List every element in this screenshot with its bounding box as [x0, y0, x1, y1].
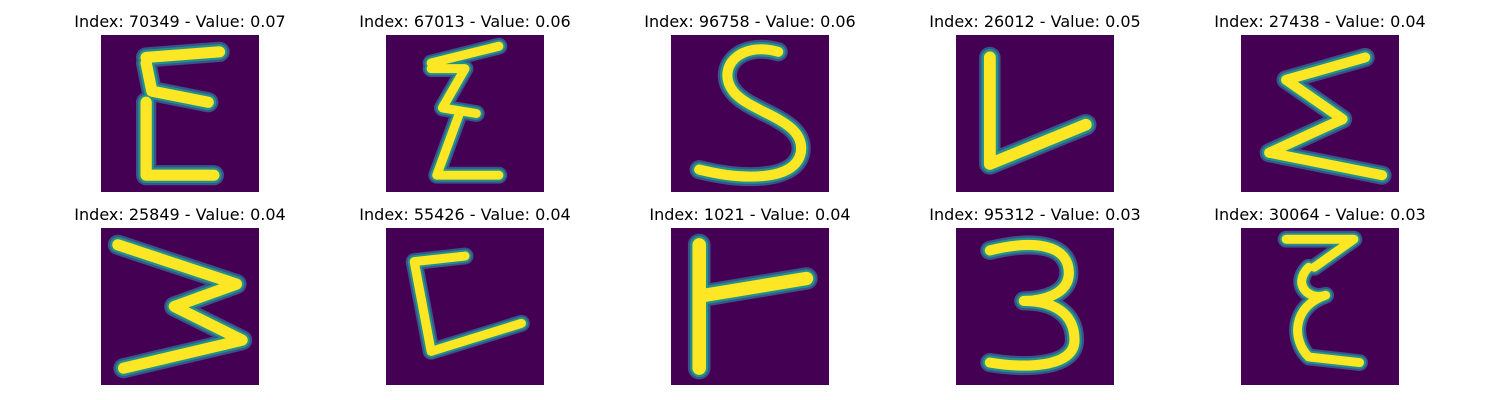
- glyph-image-e: [101, 35, 259, 192]
- glyph-image-l: [956, 35, 1114, 192]
- grid-cell-2: Index: 67013 - Value: 0.06: [315, 0, 615, 193]
- glyph-image-s: [671, 35, 829, 192]
- grid-cell-6: Index: 25849 - Value: 0.04: [30, 193, 330, 386]
- grid-cell-7: Index: 55426 - Value: 0.04: [315, 193, 615, 386]
- cell-title: Index: 27438 - Value: 0.04: [1214, 12, 1426, 31]
- cell-title: Index: 95312 - Value: 0.03: [929, 205, 1141, 224]
- glyph-image-m: [101, 228, 259, 385]
- cell-title: Index: 67013 - Value: 0.06: [359, 12, 571, 31]
- glyph-image-t: [671, 228, 829, 385]
- grid-cell-9: Index: 95312 - Value: 0.03: [885, 193, 1185, 386]
- glyph-image-epsilon: [1241, 228, 1399, 385]
- cell-title: Index: 26012 - Value: 0.05: [929, 12, 1141, 31]
- cell-title: Index: 96758 - Value: 0.06: [644, 12, 856, 31]
- grid-cell-4: Index: 26012 - Value: 0.05: [885, 0, 1185, 193]
- cell-title: Index: 1021 - Value: 0.04: [649, 205, 851, 224]
- cell-title: Index: 55426 - Value: 0.04: [359, 205, 571, 224]
- grid-cell-1: Index: 70349 - Value: 0.07: [30, 0, 330, 193]
- glyph-image-z: [386, 35, 544, 192]
- grid-cell-3: Index: 96758 - Value: 0.06: [600, 0, 900, 193]
- grid-cell-10: Index: 30064 - Value: 0.03: [1170, 193, 1470, 386]
- cell-title: Index: 30064 - Value: 0.03: [1214, 205, 1426, 224]
- grid-cell-5: Index: 27438 - Value: 0.04: [1170, 0, 1470, 193]
- cell-title: Index: 70349 - Value: 0.07: [74, 12, 286, 31]
- glyph-image-l2: [386, 228, 544, 385]
- glyph-image-3: [956, 228, 1114, 385]
- cell-title: Index: 25849 - Value: 0.04: [74, 205, 286, 224]
- glyph-image-sigma: [1241, 35, 1399, 192]
- grid-cell-8: Index: 1021 - Value: 0.04: [600, 193, 900, 386]
